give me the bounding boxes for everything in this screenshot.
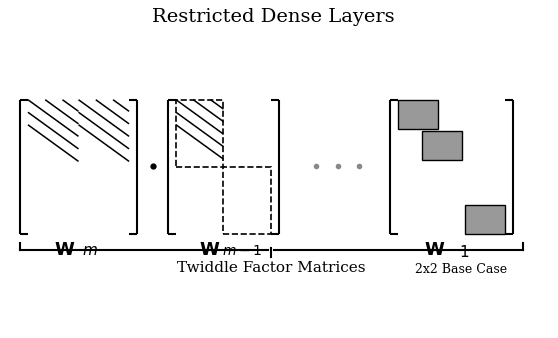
- Text: $m-1$: $m-1$: [222, 244, 262, 258]
- Text: 2x2 Base Case: 2x2 Base Case: [415, 263, 507, 276]
- Bar: [223, 167, 271, 234]
- Bar: [398, 100, 438, 129]
- Text: $\mathbf{W}$: $\mathbf{W}$: [424, 241, 446, 259]
- Text: Restricted Dense Layers: Restricted Dense Layers: [152, 8, 394, 26]
- Text: $m$: $m$: [81, 244, 98, 258]
- Text: $1$: $1$: [459, 244, 469, 260]
- Bar: [422, 131, 462, 160]
- Text: Twiddle Factor Matrices: Twiddle Factor Matrices: [177, 261, 365, 275]
- Bar: [465, 205, 506, 234]
- Bar: [176, 100, 223, 167]
- Text: $\mathbf{W}$: $\mathbf{W}$: [54, 241, 75, 259]
- Text: $\mathbf{W}$: $\mathbf{W}$: [199, 241, 220, 259]
